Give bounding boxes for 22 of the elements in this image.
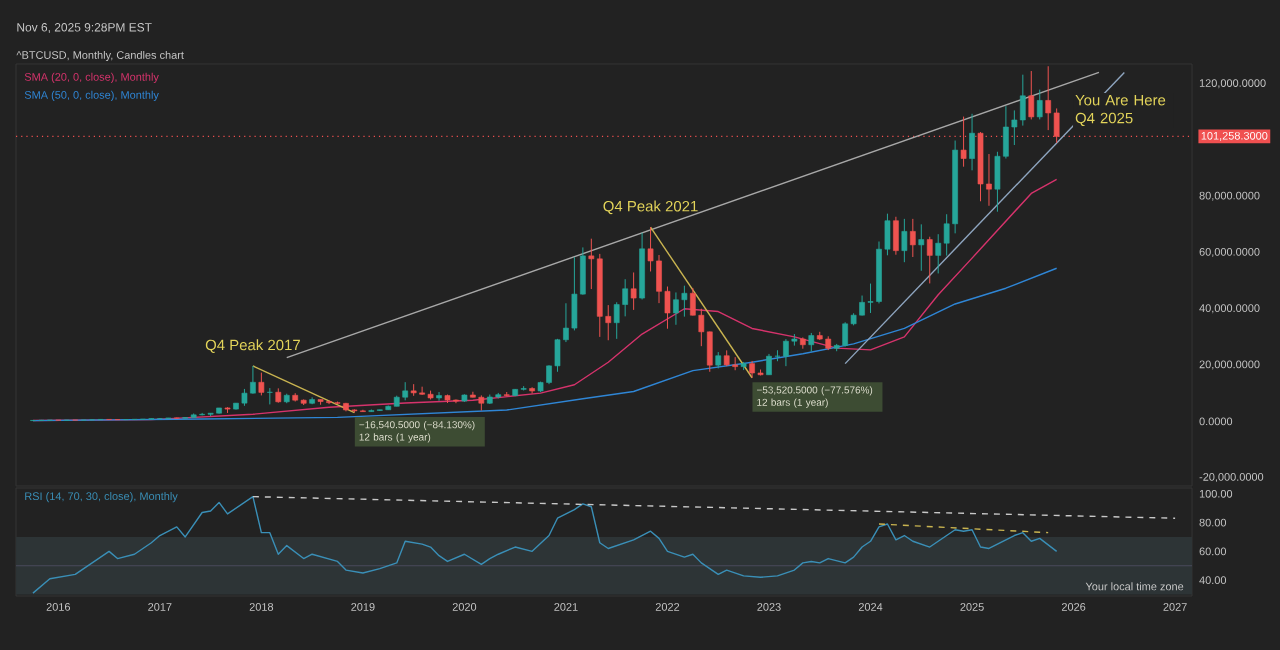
line-series — [32, 267, 1058, 422]
candlestick — [1036, 89, 1043, 120]
candlestick — [1028, 70, 1035, 120]
candlestick — [808, 332, 815, 353]
candlestick — [1053, 107, 1060, 144]
candlestick — [1045, 65, 1052, 131]
candlestick — [1019, 74, 1026, 127]
candlestick — [630, 271, 637, 311]
candlestick — [681, 285, 688, 318]
candlestick — [926, 236, 933, 284]
candlestick — [258, 372, 265, 396]
candlestick — [402, 381, 409, 401]
candlestick — [969, 113, 975, 171]
candlestick — [901, 218, 908, 263]
candlestick — [893, 216, 899, 256]
candlestick — [529, 386, 535, 395]
candlestick — [266, 387, 273, 405]
candlestick — [909, 218, 916, 258]
candlestick — [622, 278, 629, 317]
candlestick — [960, 116, 967, 168]
candlestick — [918, 223, 925, 272]
candlestick — [436, 391, 442, 402]
